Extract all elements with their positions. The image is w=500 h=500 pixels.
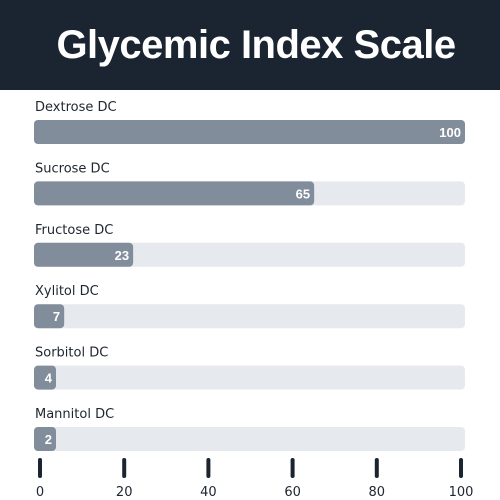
title-banner: Glycemic Index Scale [0,0,500,90]
bar [34,242,134,267]
category-label: Dextrose DC [35,100,117,115]
value-label: 2 [45,432,52,447]
bar [34,427,56,451]
value-label: 7 [53,309,60,324]
value-label: 23 [115,248,129,263]
value-label: 4 [45,371,53,386]
chart-title: Glycemic Index Scale [56,22,456,67]
tick-label: 0 [36,485,44,500]
category-label: Mannitol DC [35,407,114,422]
tick-label: 40 [200,485,217,500]
value-label: 100 [439,125,461,140]
bar [34,365,56,390]
tick-label: 80 [369,485,386,500]
bar-track [34,304,465,329]
bar-track [34,242,465,267]
bar [34,120,465,144]
tick-label: 100 [449,485,474,500]
tick-label: 60 [284,485,301,500]
bar [34,181,315,206]
category-label: Fructose DC [35,223,113,238]
bar-track [34,427,465,451]
category-label: Sorbitol DC [35,346,108,361]
bar [34,304,65,329]
bar-track [34,365,465,390]
category-label: Sucrose DC [35,161,110,176]
tick-label: 20 [116,485,133,500]
value-label: 65 [296,186,310,201]
category-label: Xylitol DC [35,284,99,299]
